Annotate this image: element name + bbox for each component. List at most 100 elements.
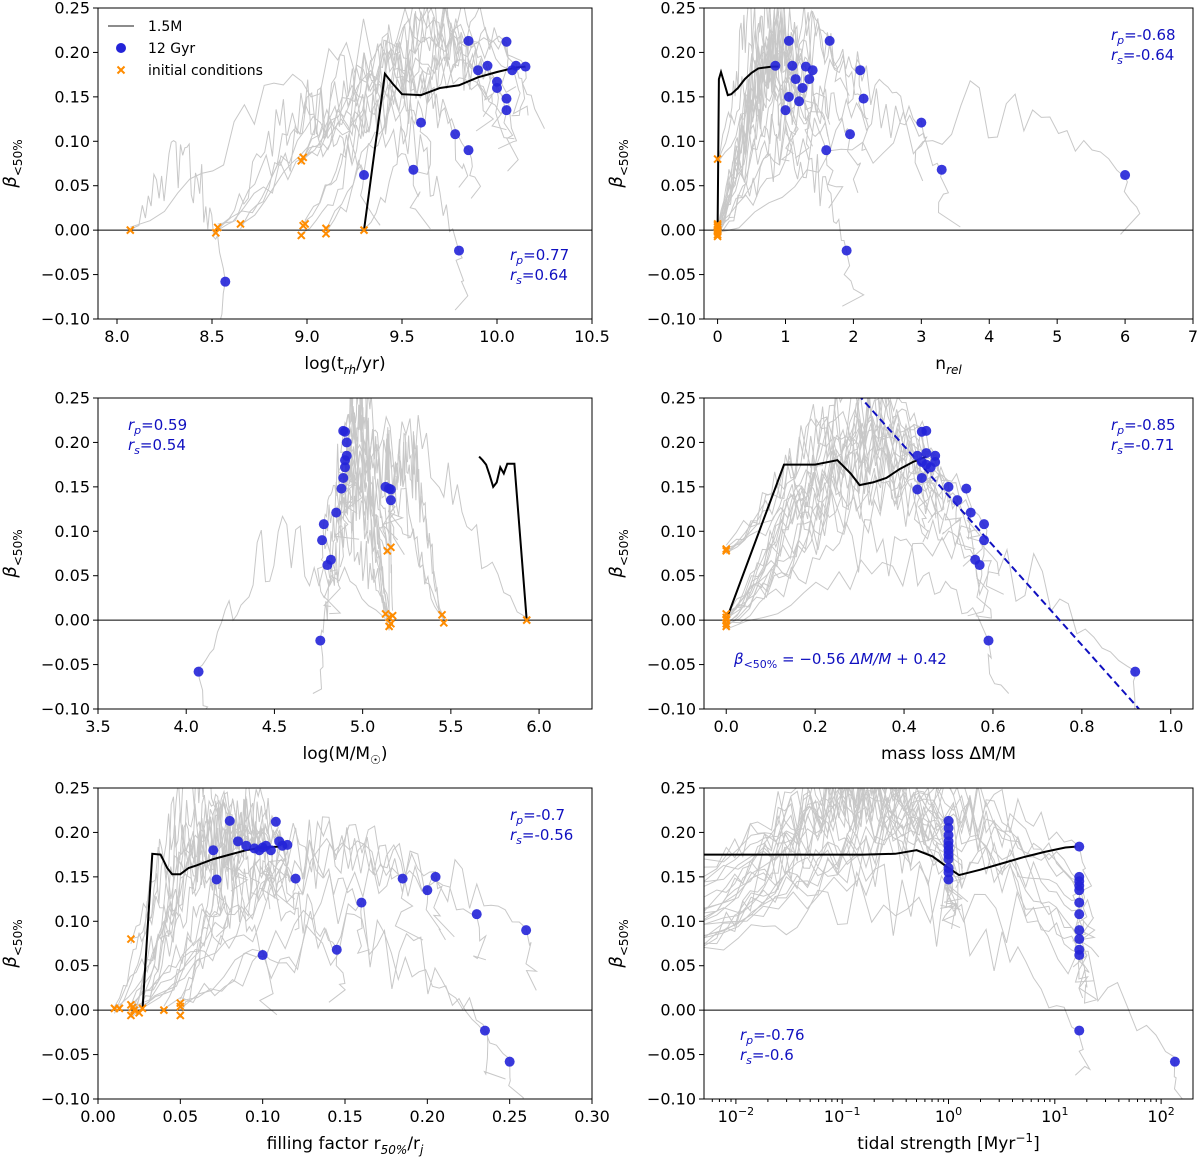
gray-track xyxy=(325,46,507,231)
panel-nrel: −0.10 −0.05 0.00 0.05 0.10 0.15 0.20 0.25 0 1 2 3 4 5… xyxy=(606,0,1198,377)
endpoint-12gyr-marker xyxy=(965,507,976,518)
initial-condition-marker xyxy=(298,221,308,230)
gray-track xyxy=(704,788,969,921)
gray-track xyxy=(704,788,957,929)
gray-track xyxy=(180,912,524,1099)
endpoint-12gyr-marker xyxy=(1074,950,1085,961)
initial-condition-marker xyxy=(115,1004,124,1013)
y-tick-label: 0.10 xyxy=(660,132,696,151)
gray-track xyxy=(717,8,850,233)
spearman-r: rs=-0.71 xyxy=(1111,436,1174,457)
endpoint-12gyr-marker xyxy=(511,60,521,71)
x-tick-label: 0.10 xyxy=(245,1107,281,1126)
y-tick-label: 0.15 xyxy=(660,477,696,496)
y-axis-label: β<50% xyxy=(606,529,631,578)
legend: 1.5M 12 Gyr initial conditions xyxy=(108,19,263,79)
endpoint-12gyr-marker xyxy=(787,60,798,71)
gray-track xyxy=(240,52,432,230)
gray-track xyxy=(363,29,515,230)
initial-condition-marker xyxy=(176,1002,185,1011)
gray-track xyxy=(725,469,992,619)
initial-condition-marker xyxy=(722,613,731,622)
endpoint-12gyr-marker xyxy=(780,105,791,116)
y-tick-label: 0.15 xyxy=(660,87,696,106)
x-tick-label: 100 xyxy=(935,1105,962,1126)
endpoint-12gyr-marker xyxy=(341,437,352,448)
gray-track xyxy=(704,788,1088,933)
x-tick-label: 4.5 xyxy=(262,717,287,736)
y-tick-label: 0.00 xyxy=(660,611,696,630)
endpoint-12gyr-marker xyxy=(936,164,947,175)
initial-condition-marker xyxy=(297,231,306,240)
panel-massloss: −0.10 −0.05 0.00 0.05 0.10 0.15 0.20 0.25 0.0 0.2… xyxy=(606,389,1194,764)
gray-track xyxy=(302,76,469,311)
x-axis-label: filling factor r50%/rj xyxy=(267,1134,424,1157)
gray-track xyxy=(312,512,390,694)
gray-track xyxy=(725,407,983,567)
y-tick-label: 0.15 xyxy=(54,867,90,886)
endpoint-12gyr-marker xyxy=(224,815,235,826)
endpoint-12gyr-marker xyxy=(482,60,493,71)
x-tick-label: 6 xyxy=(1120,327,1130,346)
endpoint-12gyr-marker xyxy=(504,1056,515,1067)
endpoint-12gyr-marker xyxy=(463,35,474,46)
gray-track xyxy=(704,801,1088,968)
x-tick-label: 0.6 xyxy=(980,717,1005,736)
x-tick-label: 10−2 xyxy=(718,1105,755,1126)
y-tick-label: 0.05 xyxy=(54,956,90,975)
y-tick-label: −0.10 xyxy=(41,1090,90,1109)
x-tick-label: 0.00 xyxy=(80,1107,116,1126)
gray-track xyxy=(388,435,443,615)
gray-track xyxy=(717,51,928,225)
gray-track xyxy=(726,525,1136,709)
endpoint-12gyr-marker xyxy=(912,484,923,495)
x-tick-label: 5 xyxy=(1052,327,1062,346)
endpoint-12gyr-marker xyxy=(501,93,512,104)
gray-track xyxy=(726,519,1010,694)
x-tick-label: 0.15 xyxy=(327,1107,363,1126)
x-tick-label: 10.5 xyxy=(574,327,610,346)
endpoint-12gyr-marker xyxy=(270,816,281,827)
gray-track xyxy=(132,829,370,1004)
endpoint-12gyr-marker xyxy=(943,822,954,833)
spearman-r: rs=-0.6 xyxy=(740,1046,794,1067)
y-tick-label: 0.20 xyxy=(54,43,90,62)
axes-frame xyxy=(703,397,1194,710)
endpoint-12gyr-marker xyxy=(783,35,794,46)
gray-track xyxy=(304,8,487,221)
initial-condition-marker xyxy=(722,546,731,556)
endpoint-12gyr-marker xyxy=(315,635,326,646)
endpoint-12gyr-marker xyxy=(916,117,927,128)
gray-track xyxy=(704,788,964,947)
endpoint-12gyr-marker xyxy=(336,483,347,494)
endpoint-12gyr-marker xyxy=(1074,897,1085,908)
x-tick-label: 4.0 xyxy=(173,717,198,736)
gray-track xyxy=(704,788,962,911)
initial-condition-marker xyxy=(722,544,731,554)
y-tick-label: 0.25 xyxy=(54,779,90,798)
endpoint-12gyr-marker xyxy=(479,1025,490,1036)
endpoint-12gyr-marker xyxy=(338,425,349,436)
panel-filling: −0.10 −0.05 0.00 0.05 0.10 0.15 0.20 0.25 0.00 0.… xyxy=(0,779,610,1158)
y-tick-label: −0.05 xyxy=(41,1045,90,1064)
x-axis-label: tidal strength [Myr−1] xyxy=(857,1131,1039,1154)
y-tick-label: −0.05 xyxy=(647,1045,696,1064)
gray-track xyxy=(130,788,248,945)
endpoint-12gyr-marker xyxy=(265,845,276,856)
initial-condition-marker xyxy=(713,221,722,230)
initial-condition-marker xyxy=(236,219,245,229)
plot-area xyxy=(98,398,592,709)
endpoint-12gyr-marker xyxy=(471,909,482,920)
gray-track xyxy=(130,139,226,319)
x-tick-label: 8.0 xyxy=(104,327,129,346)
y-tick-label: 0.20 xyxy=(660,433,696,452)
highlight-track-1.5M xyxy=(363,65,526,231)
y-tick-label: 0.05 xyxy=(660,176,696,195)
y-tick-label: 0.20 xyxy=(660,43,696,62)
endpoint-12gyr-marker xyxy=(1130,666,1141,677)
endpoint-12gyr-marker xyxy=(325,554,336,565)
y-tick-label: 0.00 xyxy=(660,1001,696,1020)
endpoint-12gyr-marker xyxy=(921,425,932,436)
endpoint-12gyr-marker xyxy=(943,815,954,826)
